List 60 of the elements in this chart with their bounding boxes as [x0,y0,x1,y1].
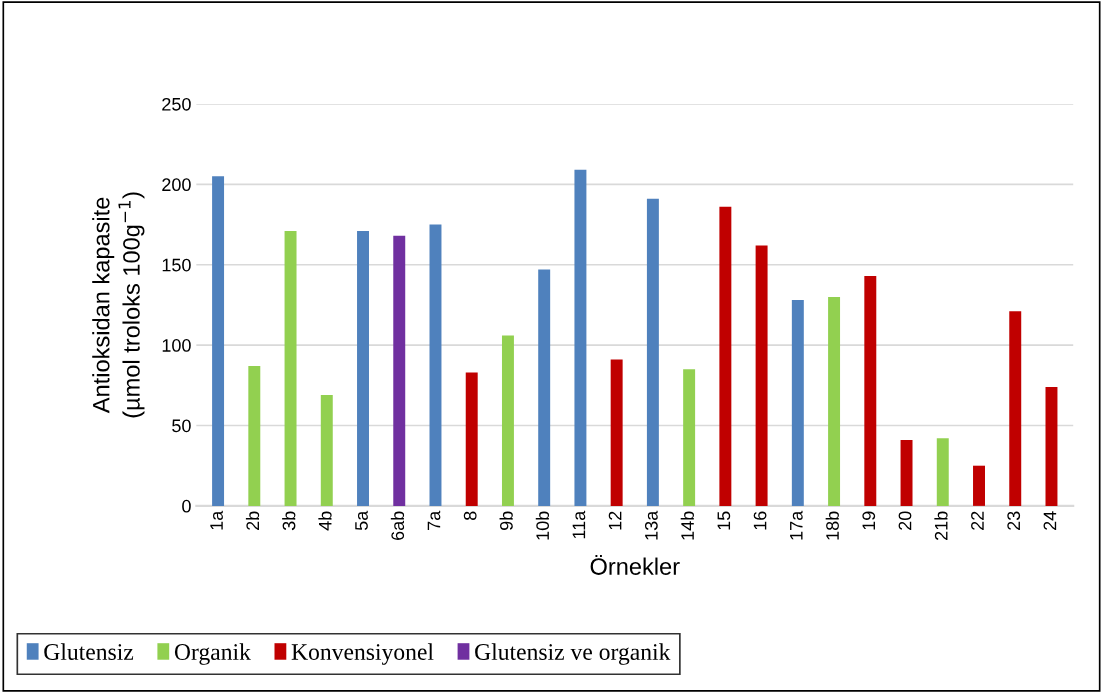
x-tick-label: 24 [1043,511,1057,530]
y-tick-label: 200 [162,178,191,192]
x-tick-label: 4b [318,511,332,531]
x-tick-label: 7a [427,510,441,530]
bar [284,230,297,506]
x-tick-label: 17a [790,510,803,540]
bar [936,438,949,506]
legend-label: Glutensiz ve organik [475,643,671,665]
bar [828,296,841,506]
x-tick-label: 8 [463,511,477,521]
x-tick-label: 6ab [390,511,405,540]
bar [646,198,659,506]
bar [393,235,406,506]
legend-label: Organik [174,643,251,665]
bar [1009,311,1022,506]
x-axis-title: Örnekler [590,554,680,575]
x-tick-label: 21b [934,511,948,540]
x-tick-label: 23 [1007,511,1021,530]
x-tick-label: 18b [825,511,839,540]
bar [973,465,985,506]
bar [683,369,696,506]
x-tick-label: 3b [282,511,296,531]
bar [610,359,623,506]
x-tick-label: 10b [535,511,550,540]
x-tick-label: 12 [608,511,622,530]
x-tick-label: 22 [971,511,984,530]
x-tick-label: 19 [862,511,876,530]
bar [1045,386,1058,506]
legend-label: Glutensiz [44,643,134,660]
bar [574,169,587,506]
x-tick-label: 2b [245,511,260,530]
bar [429,224,442,506]
y-tick-label: 50 [172,419,191,433]
y-tick-label: 250 [162,97,191,111]
x-tick-label: 16 [753,511,767,530]
x-tick-label: 11a [572,510,586,539]
y-axis-title: Antioksidan kapasite (µmol troloks 100g$^{−1}$) [92,192,145,418]
y-tick-label: 100 [162,339,191,352]
bar [357,230,369,506]
bar [465,372,478,506]
x-tick-label: 9b [499,511,513,530]
x-tick-label: 13a [644,510,658,540]
bar [212,176,225,506]
x-tick-label: 5a [355,510,368,531]
bar [501,335,514,506]
bar [755,245,768,506]
bar [248,366,261,506]
y-tick-label: 0 [182,499,191,513]
bar [320,394,333,506]
x-tick-label: 20 [898,511,912,530]
bar [900,439,913,506]
bar [864,275,877,506]
y-tick-label: 150 [162,258,191,272]
bar [538,269,551,506]
x-tick-label: 1a [210,510,223,530]
legend-label: Konvensiyonel [291,643,434,665]
bar [719,206,732,506]
bar [791,300,804,506]
x-tick-label: 14b [680,511,694,540]
x-tick-label: 15 [717,511,731,530]
